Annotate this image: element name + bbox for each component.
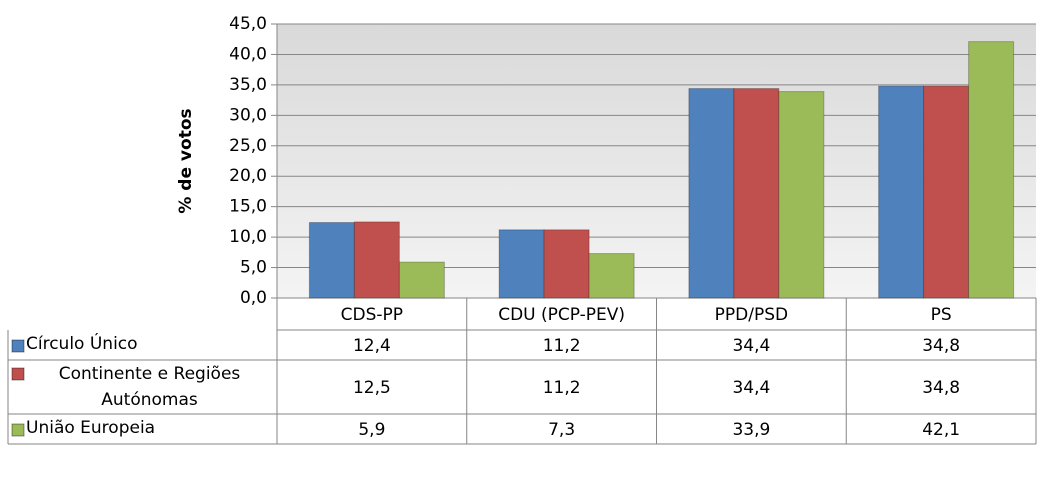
- bar: [878, 85, 925, 299]
- bar: [688, 88, 735, 299]
- y-tick-label: 45,0: [229, 14, 267, 34]
- legend-label-box: União Europeia: [26, 418, 156, 438]
- y-tick-label: 35,0: [229, 75, 267, 95]
- y-tick-label: 10,0: [229, 227, 267, 247]
- bar: [923, 85, 970, 299]
- x-tick-label: CDU (PCP-PEV): [498, 305, 625, 325]
- y-tick-label: 20,0: [229, 166, 267, 186]
- table-value: 12,4: [353, 336, 391, 356]
- bar: [733, 88, 780, 299]
- bar: [308, 221, 355, 299]
- y-tick-label: 40,0: [229, 44, 267, 64]
- table-value: 34,8: [922, 336, 960, 356]
- legend-label: União Europeia: [26, 418, 156, 438]
- legend-label-box: Continente e Regiões Autónomas: [58, 364, 241, 410]
- table-value: 33,9: [732, 420, 770, 440]
- bar: [398, 261, 445, 299]
- legend-swatch: [11, 423, 25, 437]
- bar: [968, 41, 1015, 299]
- table-value: 7,3: [548, 420, 575, 440]
- table-value: 11,2: [543, 378, 581, 398]
- table-value: 42,1: [922, 420, 960, 440]
- table-value: 34,4: [732, 336, 770, 356]
- legend-label: Círculo Único: [26, 334, 138, 354]
- bar: [353, 221, 400, 299]
- y-tick-label: 0,0: [240, 288, 267, 308]
- x-tick-label: PS: [931, 305, 952, 325]
- legend-label: Continente e Regiões Autónomas: [58, 364, 241, 410]
- y-tick-label: 15,0: [229, 197, 267, 217]
- bar: [543, 229, 590, 299]
- y-axis-title: % de votos: [176, 108, 196, 213]
- legend-swatch: [11, 367, 25, 381]
- legend-swatch: [11, 339, 25, 353]
- bar: [588, 253, 635, 299]
- y-tick-label: 25,0: [229, 136, 267, 156]
- bar: [498, 229, 545, 299]
- legend-label-box: Círculo Único: [26, 334, 138, 354]
- table-value: 34,4: [732, 378, 770, 398]
- table-value: 12,5: [353, 378, 391, 398]
- x-tick-label: CDS-PP: [341, 305, 403, 325]
- table-value: 5,9: [358, 420, 385, 440]
- y-tick-label: 5,0: [240, 258, 267, 278]
- table-value: 34,8: [922, 378, 960, 398]
- table-value: 11,2: [543, 336, 581, 356]
- bar: [778, 91, 825, 299]
- y-tick-label: 30,0: [229, 105, 267, 125]
- x-tick-label: PPD/PSD: [715, 305, 788, 325]
